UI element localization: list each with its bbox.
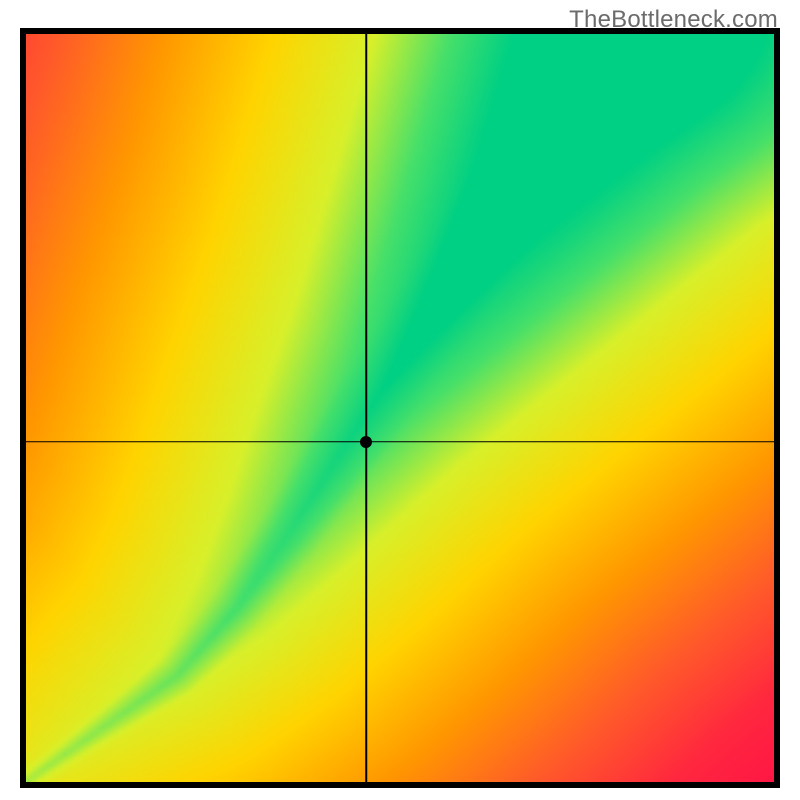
heatmap-canvas — [26, 34, 774, 782]
chart-container: TheBottleneck.com — [0, 0, 800, 800]
plot-area — [20, 28, 780, 788]
watermark-text: TheBottleneck.com — [569, 6, 778, 34]
